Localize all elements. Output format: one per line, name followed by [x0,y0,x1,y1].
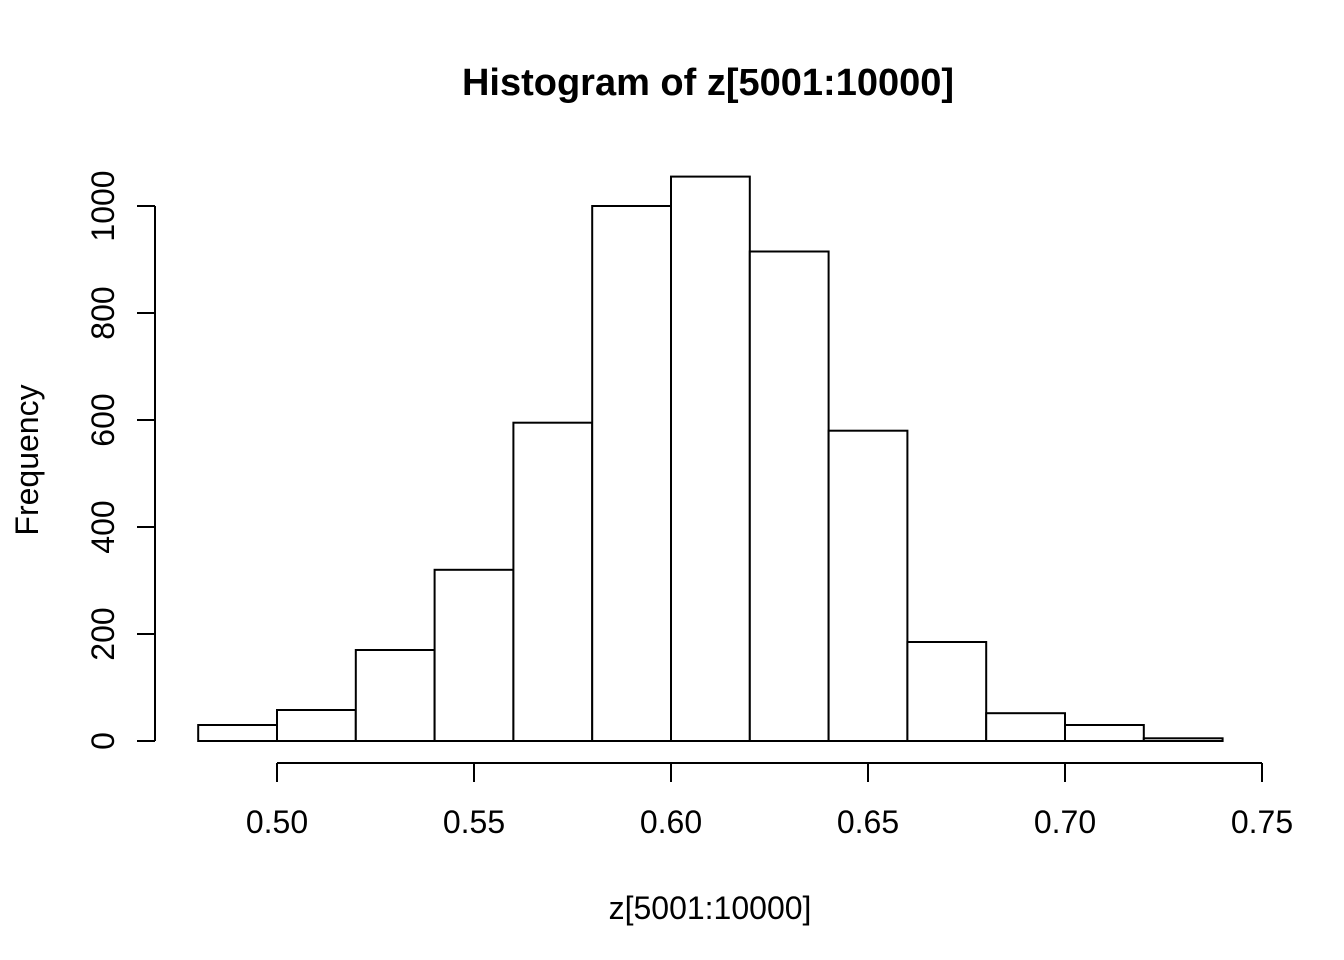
y-tick-label: 400 [85,500,121,553]
y-tick-label: 800 [85,286,121,339]
x-axis-title: z[5001:10000] [609,890,812,926]
histogram-bar [591,205,673,742]
histogram-bar [512,421,594,742]
y-tick-label: 600 [85,393,121,446]
histogram-bar [748,250,830,742]
x-tick-label: 0.60 [640,804,702,840]
y-tick-label: 200 [85,607,121,660]
histogram-bar [985,712,1067,743]
y-tick-label: 0 [85,732,121,750]
histogram-bar [1064,724,1145,742]
histogram-bar [354,649,436,742]
x-tick-label: 0.50 [246,804,308,840]
x-tick-label: 0.70 [1034,804,1096,840]
histogram-bar [827,429,909,742]
histogram-bar [276,709,357,742]
histogram-bar [906,641,988,742]
bars-group [197,175,1224,743]
histogram-bar [197,724,278,742]
histogram-bar [1142,737,1224,742]
histogram-bar [433,568,515,742]
x-tick-label: 0.55 [443,804,505,840]
chart-title: Histogram of z[5001:10000] [462,62,954,104]
y-axis-title: Frequency [9,384,45,535]
x-axis: 0.50 0.55 0.60 0.65 0.70 0.75 [246,762,1293,840]
histogram-bar [670,175,751,743]
x-tick-label: 0.65 [837,804,899,840]
y-axis: 0 200 400 600 800 1000 [85,170,156,750]
y-tick-label: 1000 [85,170,121,241]
x-tick-label: 0.75 [1231,804,1293,840]
